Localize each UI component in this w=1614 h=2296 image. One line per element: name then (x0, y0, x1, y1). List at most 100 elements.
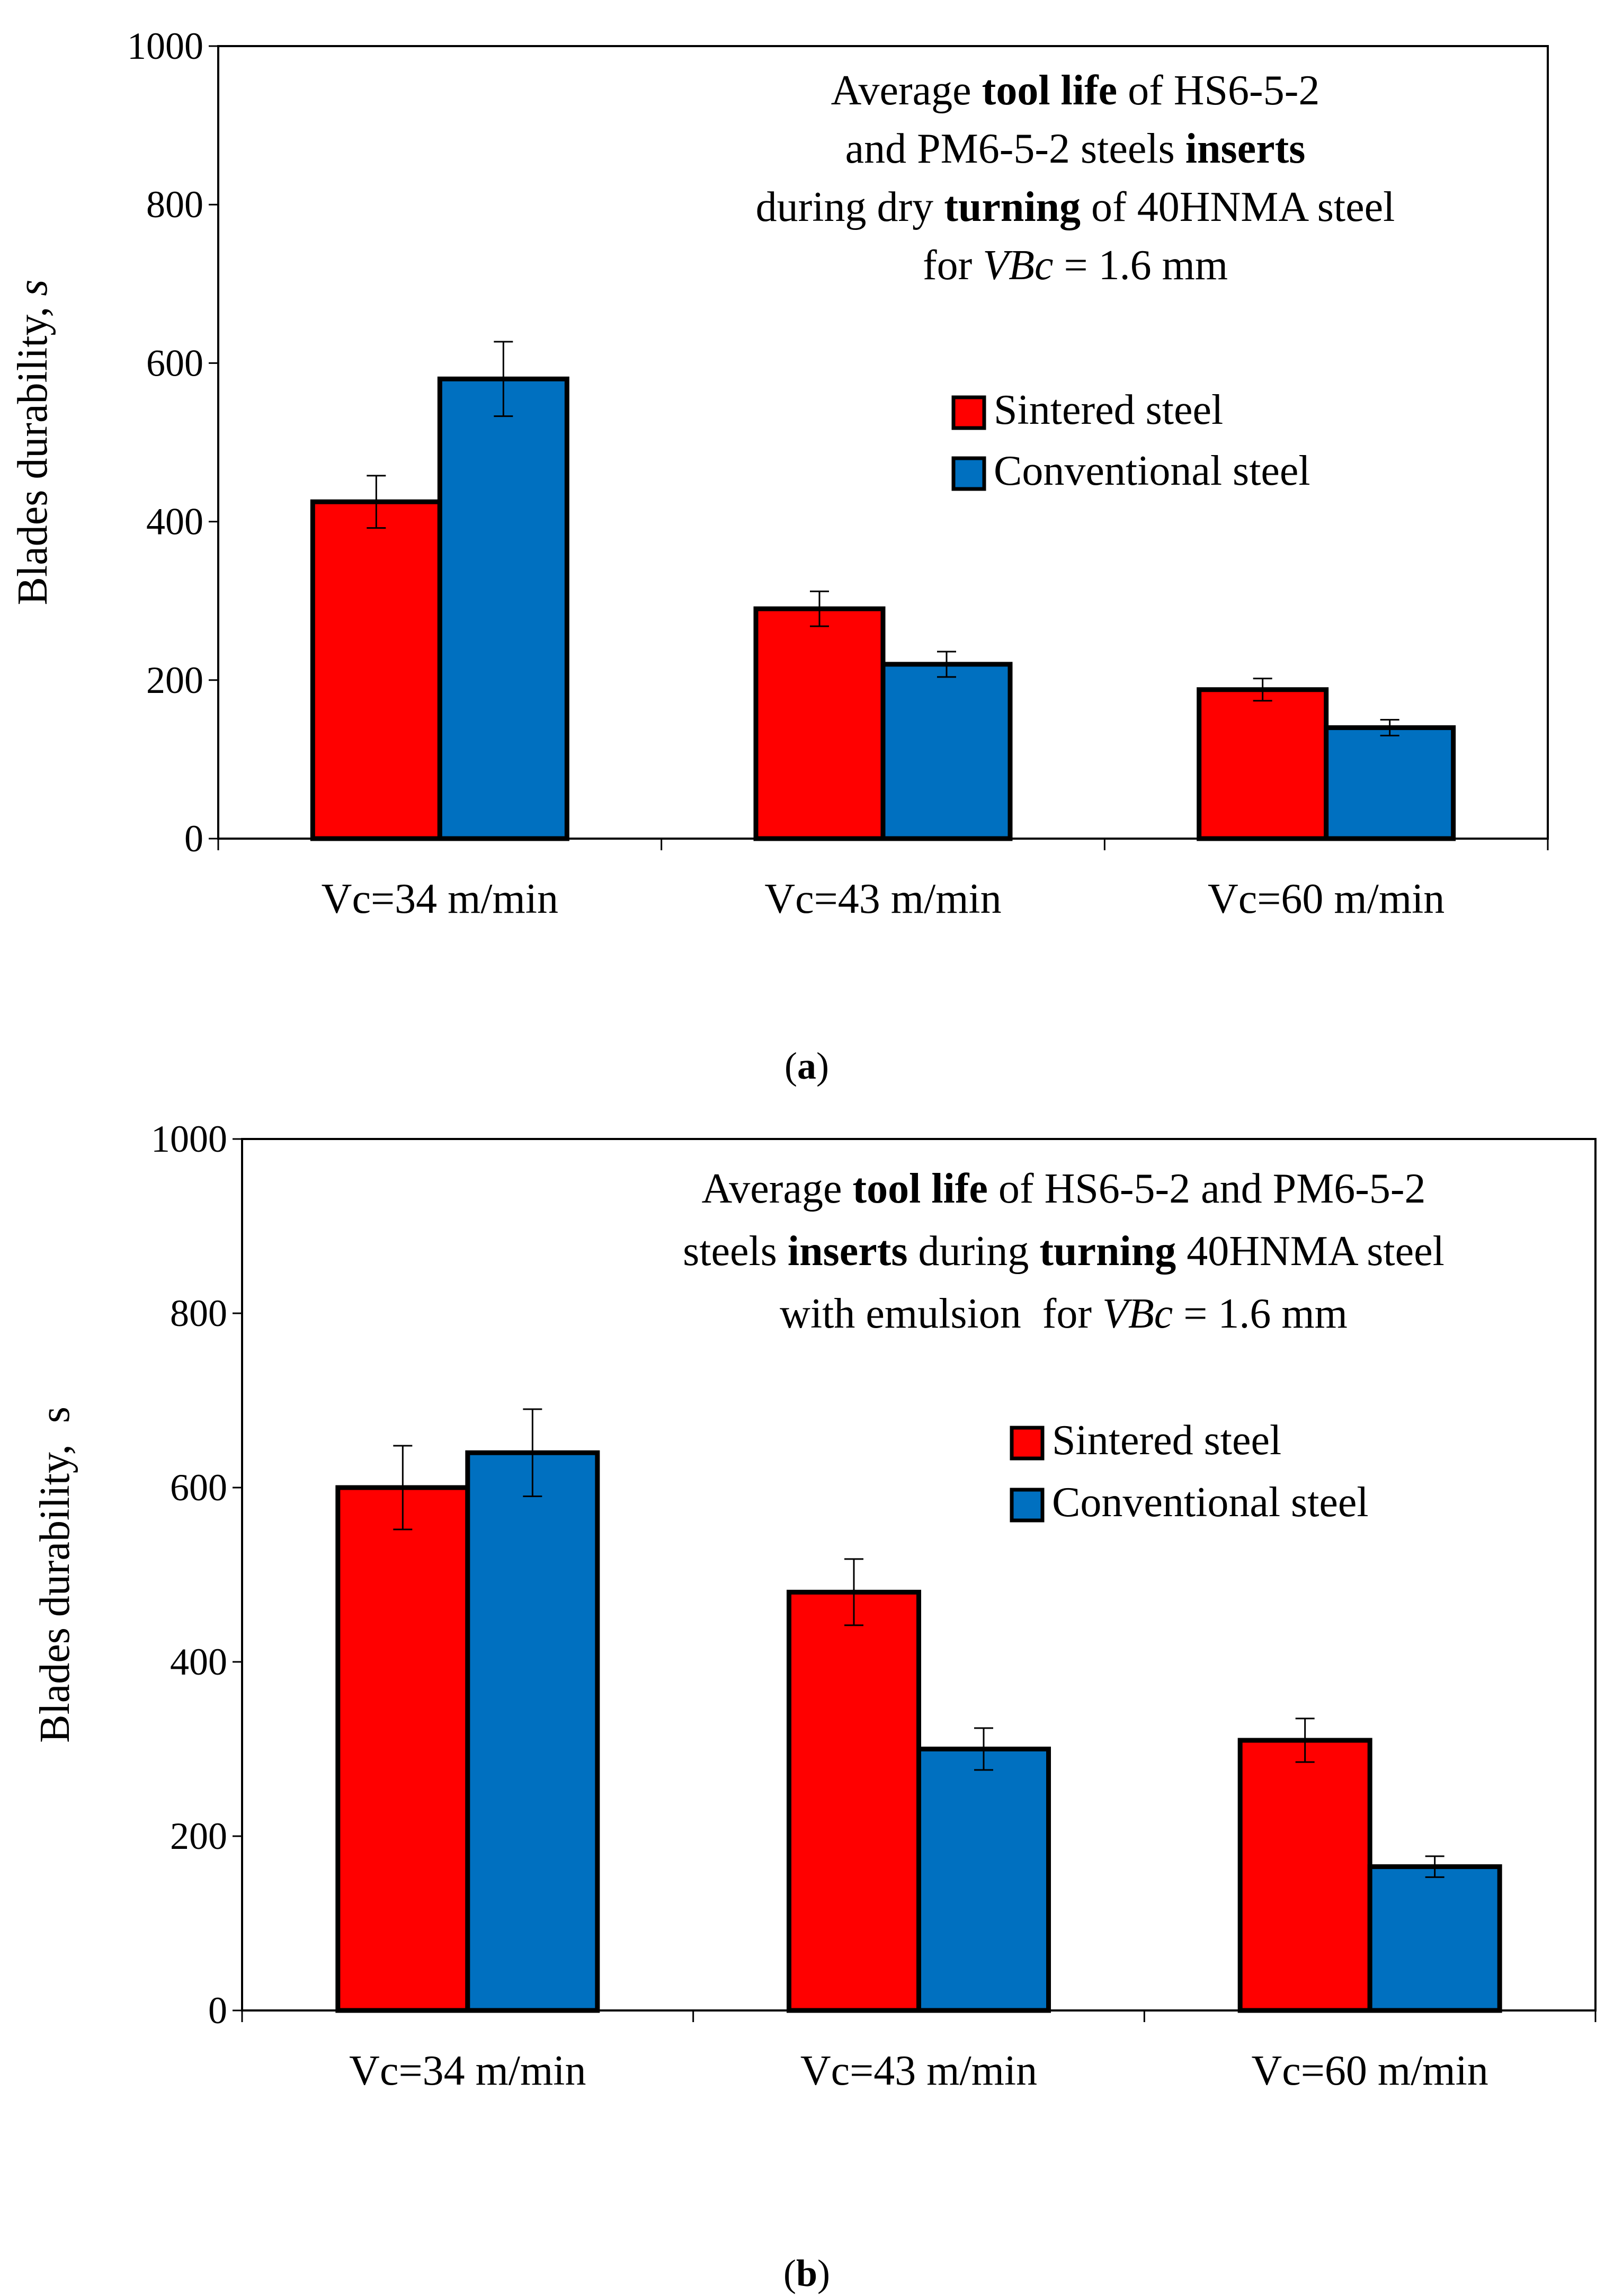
bar-conventional (437, 376, 569, 841)
chart-title: Average tool life of HS6-5-2 and PM6-5-2… (683, 1165, 1444, 1337)
error-bar (523, 1408, 542, 1497)
x-category-label: Vc=43 m/min (764, 876, 1001, 922)
caption-paren-open: ( (784, 1045, 797, 1087)
legend-swatch-sintered (951, 395, 986, 430)
error-bar (494, 341, 513, 417)
legend-swatch-sintered (1010, 1426, 1045, 1461)
caption-paren-close: ) (817, 2252, 830, 2294)
chart-title: Average tool life of HS6-5-2 and PM6-5-2 … (756, 67, 1395, 289)
bar-conventional (1324, 725, 1456, 841)
bar-conventional (880, 662, 1013, 841)
y-tick-label: 800 (146, 183, 203, 226)
chart-title-line: during dry turning of 40HNMA steel (756, 184, 1395, 230)
chart-title-run: and PM6-5-2 steels (845, 126, 1185, 172)
error-bar (844, 1558, 863, 1626)
legend-label-sintered: Sintered steel (994, 387, 1223, 433)
chart-title-run: with emulsion for (780, 1291, 1102, 1337)
chart-title-line: and PM6-5-2 steels inserts (845, 126, 1306, 172)
y-tick-label: 200 (146, 659, 203, 701)
y-tick-label: 1000 (151, 1118, 227, 1160)
chart-title-run: Average (831, 67, 982, 114)
chart-b: 0 200 400 600 800 1000 Vc=34 m/min Vc=43 m/min V… (32, 1118, 1597, 2294)
bar-sintered (753, 606, 886, 841)
caption-letter: b (796, 2252, 817, 2294)
chart-title-run: during dry (756, 184, 944, 230)
error-bar (937, 651, 956, 678)
chart-title-line: with emulsion for VBc = 1.6 mm (780, 1291, 1348, 1337)
y-axis-label-text: Blades durability, (32, 1423, 78, 1743)
error-bar (1295, 1717, 1315, 1763)
chart-title-run: VBc (983, 242, 1053, 289)
y-axis-label: Blades durability, s (32, 1407, 78, 1743)
y-axis-label: Blades durability, s (10, 280, 56, 606)
legend-label-conventional: Conventional steel (1052, 1479, 1369, 1526)
bar-sintered (1197, 687, 1329, 841)
x-category-label: Vc=60 m/min (1208, 876, 1444, 922)
error-bar (367, 475, 386, 529)
chart-title-line: for VBc = 1.6 mm (923, 242, 1228, 289)
y-tick-label: 400 (146, 501, 203, 543)
y-axis-unit: s (32, 1407, 78, 1423)
chart-title-run: turning (944, 184, 1081, 230)
chart-title-run: Average (701, 1165, 852, 1212)
chart-title-run: steels (683, 1228, 788, 1275)
y-tick-label: 0 (208, 1989, 227, 2032)
chart-title-line: steels inserts during turning 40HNMA ste… (683, 1228, 1444, 1275)
chart-title-run: during (908, 1228, 1040, 1275)
bar-sintered (787, 1589, 921, 2013)
chart-title-run: of 40HNMA steel (1081, 184, 1395, 230)
y-tick-label: 0 (184, 817, 203, 860)
bar-sintered (335, 1485, 470, 2013)
x-category-label: Vc=34 m/min (349, 2048, 586, 2094)
legend-label-conventional: Conventional steel (994, 448, 1310, 494)
y-axis-label-text: Blades durability, (10, 296, 56, 606)
y-tick-label: 800 (170, 1292, 227, 1334)
bar-sintered (1237, 1738, 1372, 2013)
chart-title-line: Average tool life of HS6-5-2 and PM6-5-2 (701, 1165, 1425, 1212)
chart-title-run: of HS6-5-2 and PM6-5-2 (988, 1165, 1426, 1212)
bar-conventional (465, 1450, 600, 2013)
chart-title-line: Average tool life of HS6-5-2 (831, 67, 1320, 114)
y-tick-label: 1000 (127, 25, 203, 67)
chart-title-run: = 1.6 mm (1173, 1291, 1348, 1337)
bar-conventional (916, 1747, 1051, 2013)
y-axis-unit: s (10, 280, 56, 296)
legend-swatch-conventional (1010, 1488, 1045, 1523)
error-bar (810, 590, 829, 627)
figure-caption: (b) (783, 2252, 830, 2294)
chart-title-run: tool life (982, 67, 1117, 114)
chart-title-run: 40HNMA steel (1176, 1228, 1444, 1275)
caption-letter: a (797, 1045, 816, 1087)
x-category-label: Vc=34 m/min (322, 876, 558, 922)
figure-caption: (a) (784, 1045, 829, 1087)
chart-title-run: turning (1039, 1228, 1176, 1275)
error-bar (1380, 719, 1399, 737)
error-bar (393, 1445, 413, 1530)
chart-title-run: inserts (788, 1228, 908, 1275)
legend: Sintered steel Conventional steel (951, 387, 1310, 494)
error-bar (1253, 678, 1272, 702)
x-category-label: Vc=43 m/min (800, 2048, 1037, 2094)
chart-title-run: inserts (1185, 126, 1306, 172)
caption-paren-close: ) (816, 1045, 829, 1087)
error-bar (1425, 1855, 1444, 1878)
y-tick-label: 600 (170, 1466, 227, 1509)
y-tick-label: 200 (170, 1815, 227, 1857)
chart-title-run: for (923, 242, 983, 289)
caption-paren-open: ( (783, 2252, 796, 2294)
x-category-label: Vc=60 m/min (1252, 2048, 1488, 2094)
y-tick-label: 600 (146, 342, 203, 384)
error-bar (974, 1727, 993, 1771)
bar-sintered (310, 499, 442, 841)
chart-title-run: VBc (1102, 1291, 1173, 1337)
y-tick-label: 400 (170, 1641, 227, 1683)
chart-title-run: of HS6-5-2 (1117, 67, 1319, 114)
legend-swatch-conventional (951, 456, 986, 491)
bar-conventional (1367, 1864, 1502, 2013)
chart-a: 0 200 400 600 800 1000 Vc=34 m/min Vc=43 m/min V… (10, 25, 1549, 1087)
legend: Sintered steel Conventional steel (1010, 1417, 1369, 1526)
chart-title-run: = 1.6 mm (1053, 242, 1228, 289)
legend-label-sintered: Sintered steel (1052, 1417, 1281, 1464)
chart-title-run: tool life (852, 1165, 987, 1212)
